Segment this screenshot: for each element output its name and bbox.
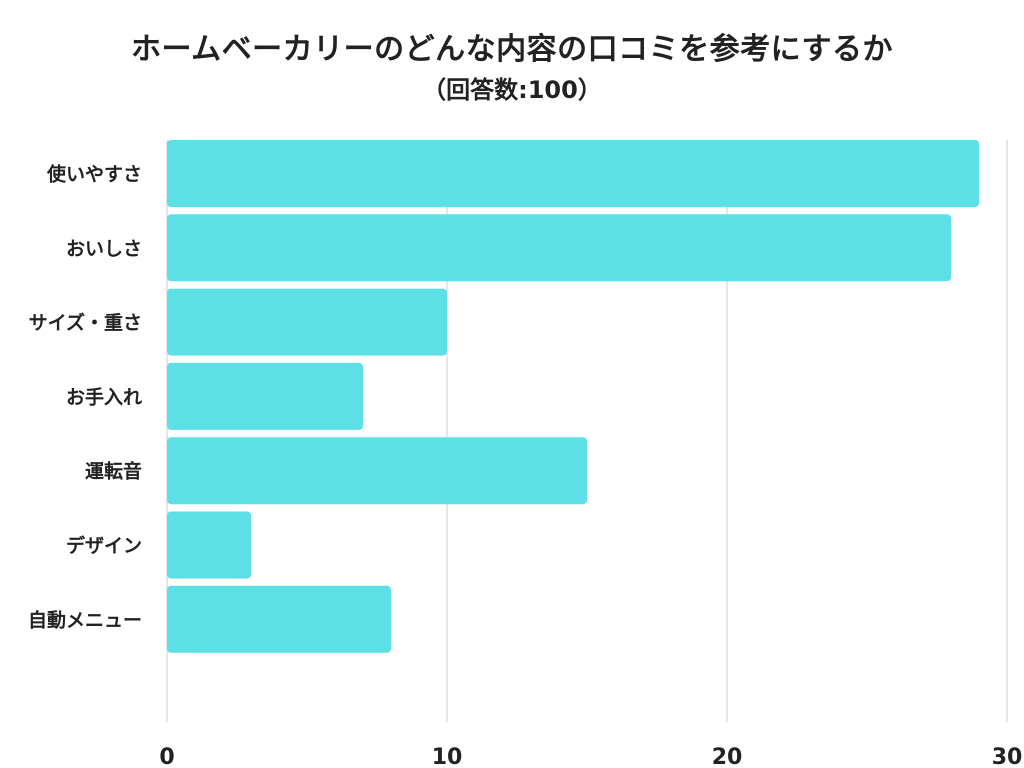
x-tick-label: 20: [712, 745, 743, 768]
bar: [167, 362, 363, 430]
category-label: おいしさ: [66, 238, 142, 260]
x-tick-label: 30: [992, 745, 1023, 768]
x-tick-label: 0: [159, 745, 174, 768]
category-label: サイズ・重さ: [29, 311, 142, 334]
category-label: 運転音: [85, 460, 142, 483]
bar: [167, 288, 447, 356]
bar: [167, 140, 979, 207]
chart-subtitle: （回答数:100）: [422, 76, 602, 104]
category-label: お手入れ: [66, 385, 142, 408]
category-label: デザイン: [66, 534, 142, 557]
category-label: 自動メニュー: [28, 608, 142, 631]
bars: [167, 140, 979, 653]
bar: [167, 585, 391, 653]
x-tick-labels: 0 10 20 30: [159, 745, 1022, 768]
category-label: 使いやすさ: [46, 164, 142, 186]
chart-title: ホームベーカリーのどんな内容の口コミを参考にするか: [131, 32, 893, 67]
bar: [167, 511, 251, 579]
bar: [167, 437, 587, 505]
x-tick-label: 10: [432, 745, 463, 768]
bar: [167, 214, 951, 282]
